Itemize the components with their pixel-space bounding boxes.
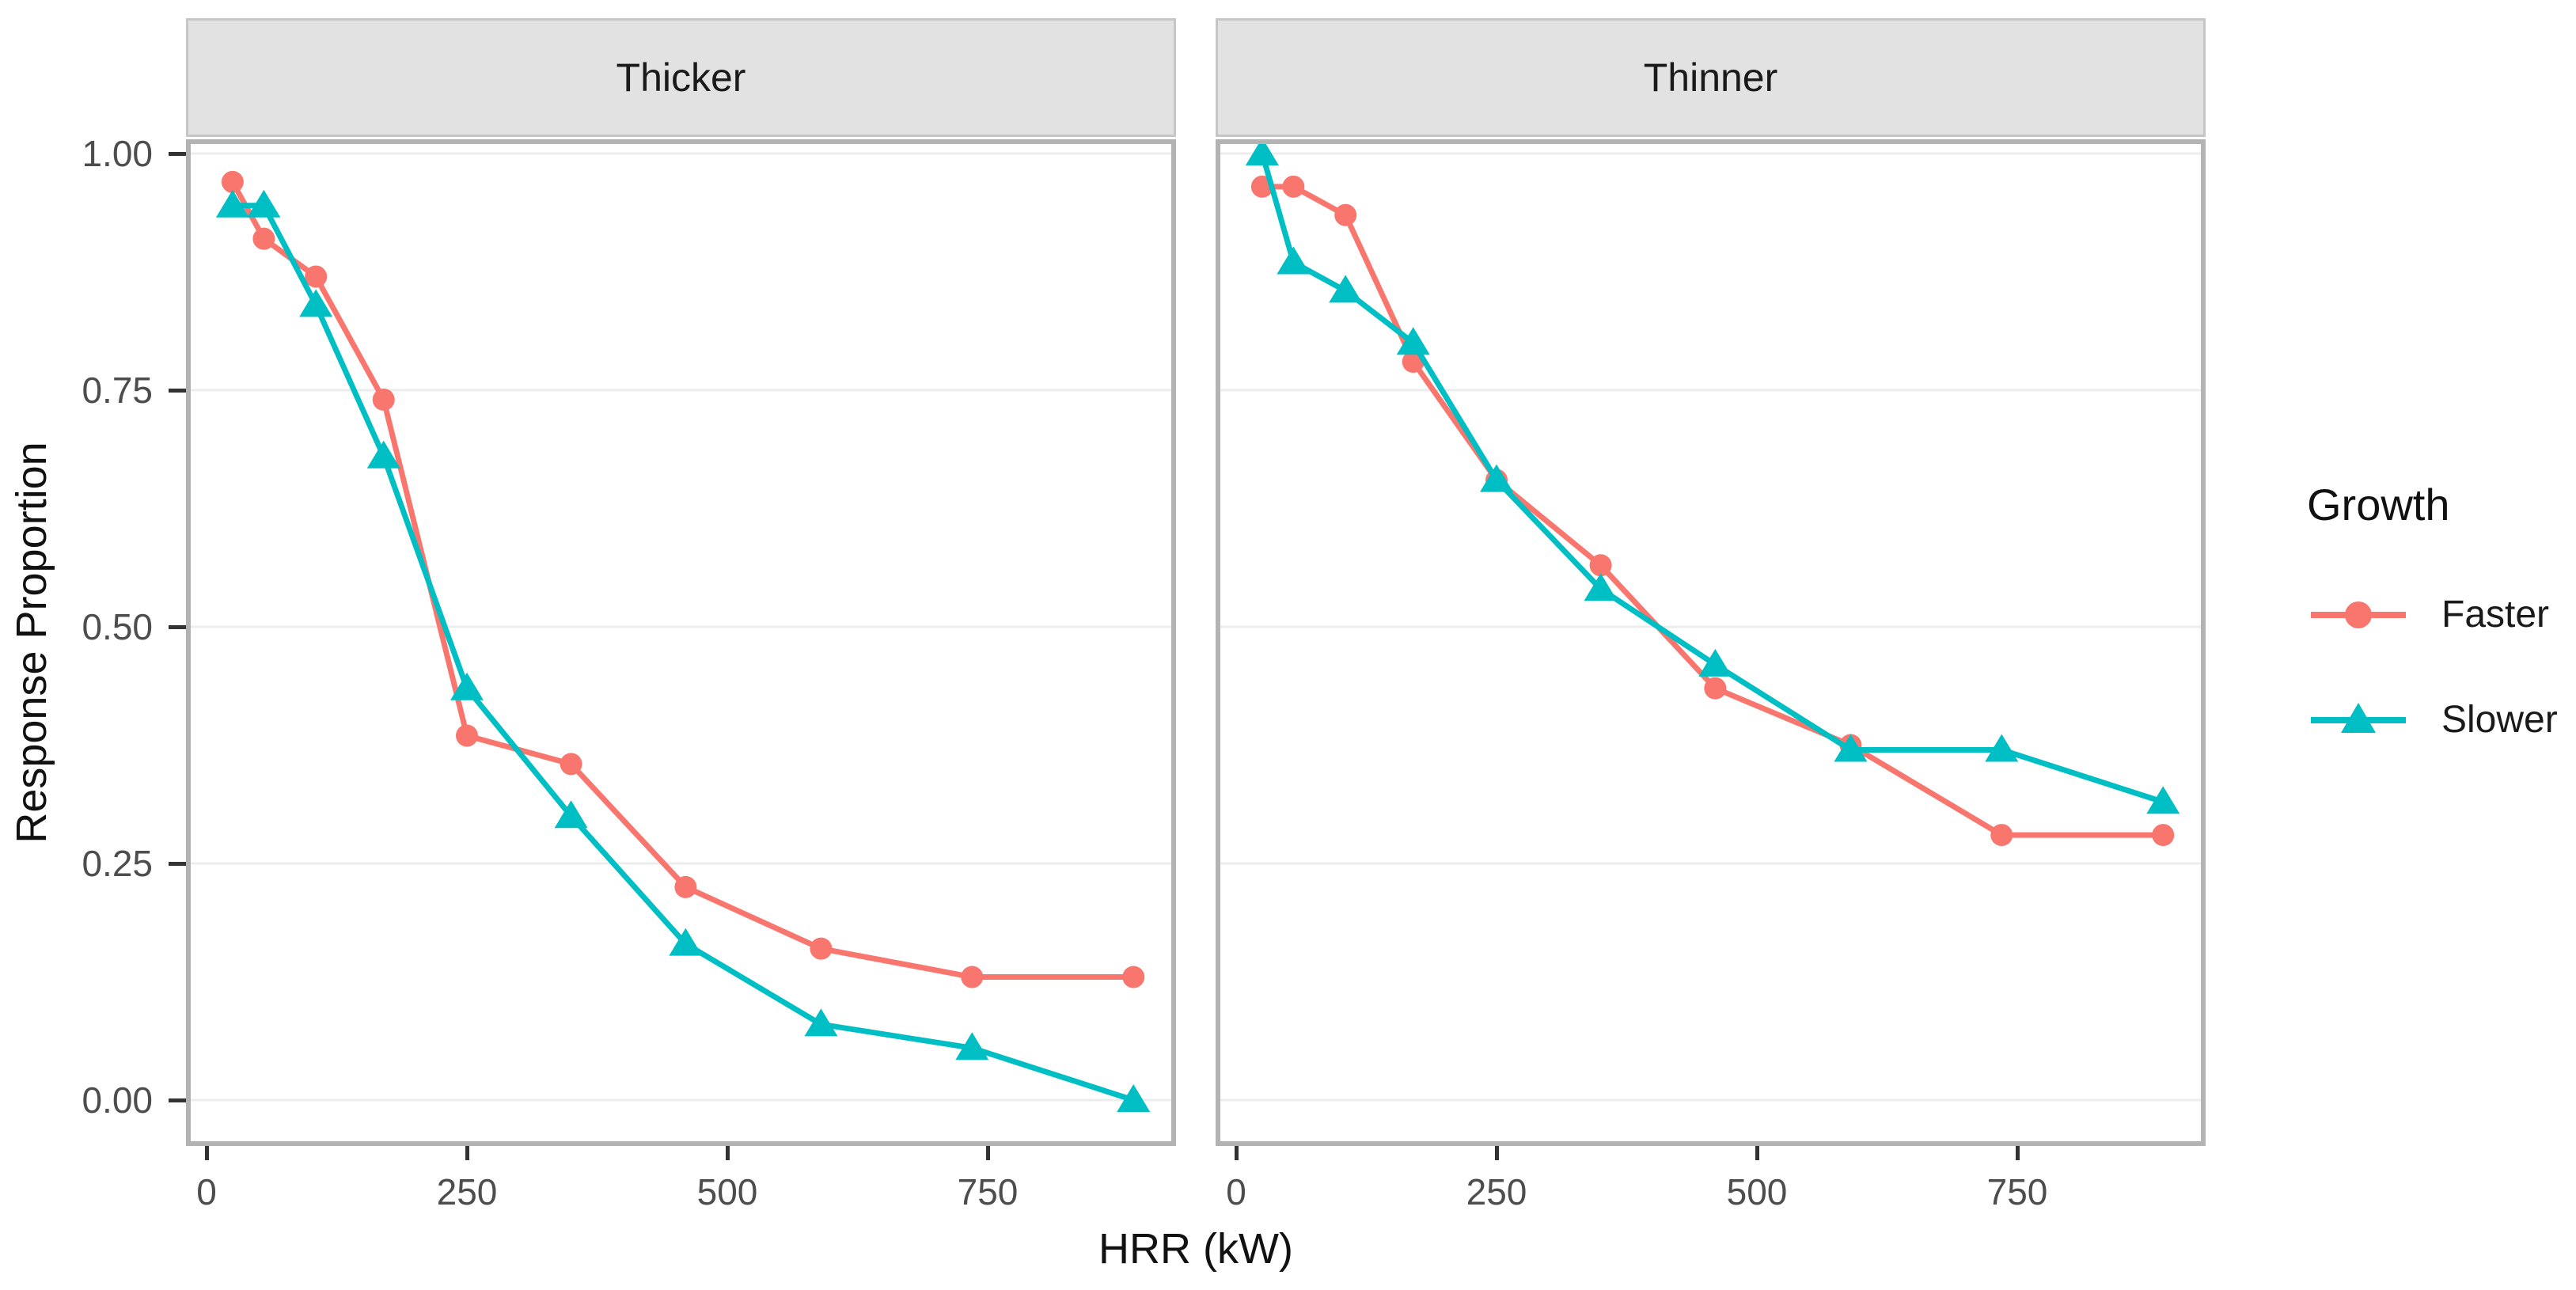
y-tick-label: 0.25: [82, 843, 153, 884]
legend-label-faster: Faster: [2441, 594, 2550, 636]
y-tick-mark: [169, 1098, 186, 1102]
x-tick-mark: [986, 1146, 990, 1160]
x-tick-label: 750: [957, 1171, 1019, 1212]
legend-title: Growth: [2307, 480, 2450, 529]
x-tick-mark: [1235, 1146, 1239, 1160]
facet-strip-thinner: Thinner: [1216, 18, 2206, 137]
facet-strip-thicker: Thicker: [186, 18, 1176, 137]
y-tick-label: 0.50: [82, 606, 153, 647]
y-tick-label: 1.00: [82, 133, 153, 174]
facet-label-thinner: Thinner: [1643, 55, 1778, 100]
panel-chart-thicker: [191, 152, 1171, 1112]
x-tick-label: 0: [1226, 1171, 1246, 1212]
panel-chart-thinner: [1220, 144, 2201, 1102]
x-tick-label: 250: [436, 1171, 498, 1212]
x-tick-mark: [2016, 1146, 2020, 1160]
panel-thicker: [186, 139, 1176, 1146]
x-tick-mark: [465, 1146, 469, 1160]
panel-thinner: [1216, 139, 2206, 1146]
legend-label-slower: Slower: [2441, 699, 2558, 741]
x-axis-title: HRR (kW): [1098, 1225, 1293, 1273]
y-tick-mark: [169, 152, 186, 156]
y-tick-label: 0.00: [82, 1079, 153, 1121]
y-tick-mark: [169, 862, 186, 866]
y-tick-mark: [169, 625, 186, 629]
legend-key-faster-circle-icon: [2311, 601, 2406, 628]
x-tick-label: 0: [196, 1171, 217, 1212]
y-tick-label: 0.75: [82, 370, 153, 411]
x-tick-label: 750: [1986, 1171, 2048, 1212]
x-tick-mark: [1755, 1146, 1759, 1160]
x-tick-label: 250: [1466, 1171, 1527, 1212]
x-tick-mark: [1495, 1146, 1499, 1160]
x-tick-label: 500: [696, 1171, 758, 1212]
x-tick-mark: [205, 1146, 209, 1160]
x-tick-label: 500: [1726, 1171, 1788, 1212]
x-tick-mark: [726, 1146, 730, 1160]
y-tick-mark: [169, 389, 186, 393]
legend-key-slower-triangle-icon: [2311, 703, 2406, 733]
facet-label-thicker: Thicker: [616, 55, 746, 100]
